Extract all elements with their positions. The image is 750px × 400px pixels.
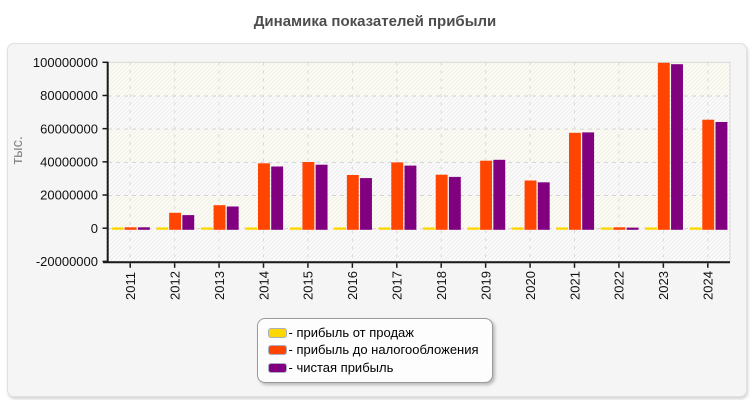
svg-text:2020: 2020 [523,271,538,300]
svg-text:2013: 2013 [212,271,227,300]
svg-text:2024: 2024 [701,271,716,300]
svg-text:2017: 2017 [390,271,405,300]
svg-text:тыс.: тыс. [10,136,26,164]
svg-text:60000000: 60000000 [40,121,98,136]
svg-text:2015: 2015 [301,271,316,300]
svg-text:2011: 2011 [123,272,138,300]
svg-text:2016: 2016 [345,271,360,300]
svg-text:2012: 2012 [167,271,182,300]
svg-text:-20000000: -20000000 [36,254,98,269]
svg-text:0: 0 [91,221,98,236]
svg-text:2023: 2023 [656,271,671,300]
svg-text:20000000: 20000000 [40,188,98,203]
svg-text:40000000: 40000000 [40,154,98,169]
svg-text:2014: 2014 [256,271,271,300]
svg-text:80000000: 80000000 [40,88,98,103]
svg-text:2022: 2022 [612,271,627,300]
svg-text:2018: 2018 [434,271,449,300]
svg-text:2021: 2021 [567,271,582,300]
svg-text:2019: 2019 [478,271,493,300]
svg-text:100000000: 100000000 [33,55,98,70]
